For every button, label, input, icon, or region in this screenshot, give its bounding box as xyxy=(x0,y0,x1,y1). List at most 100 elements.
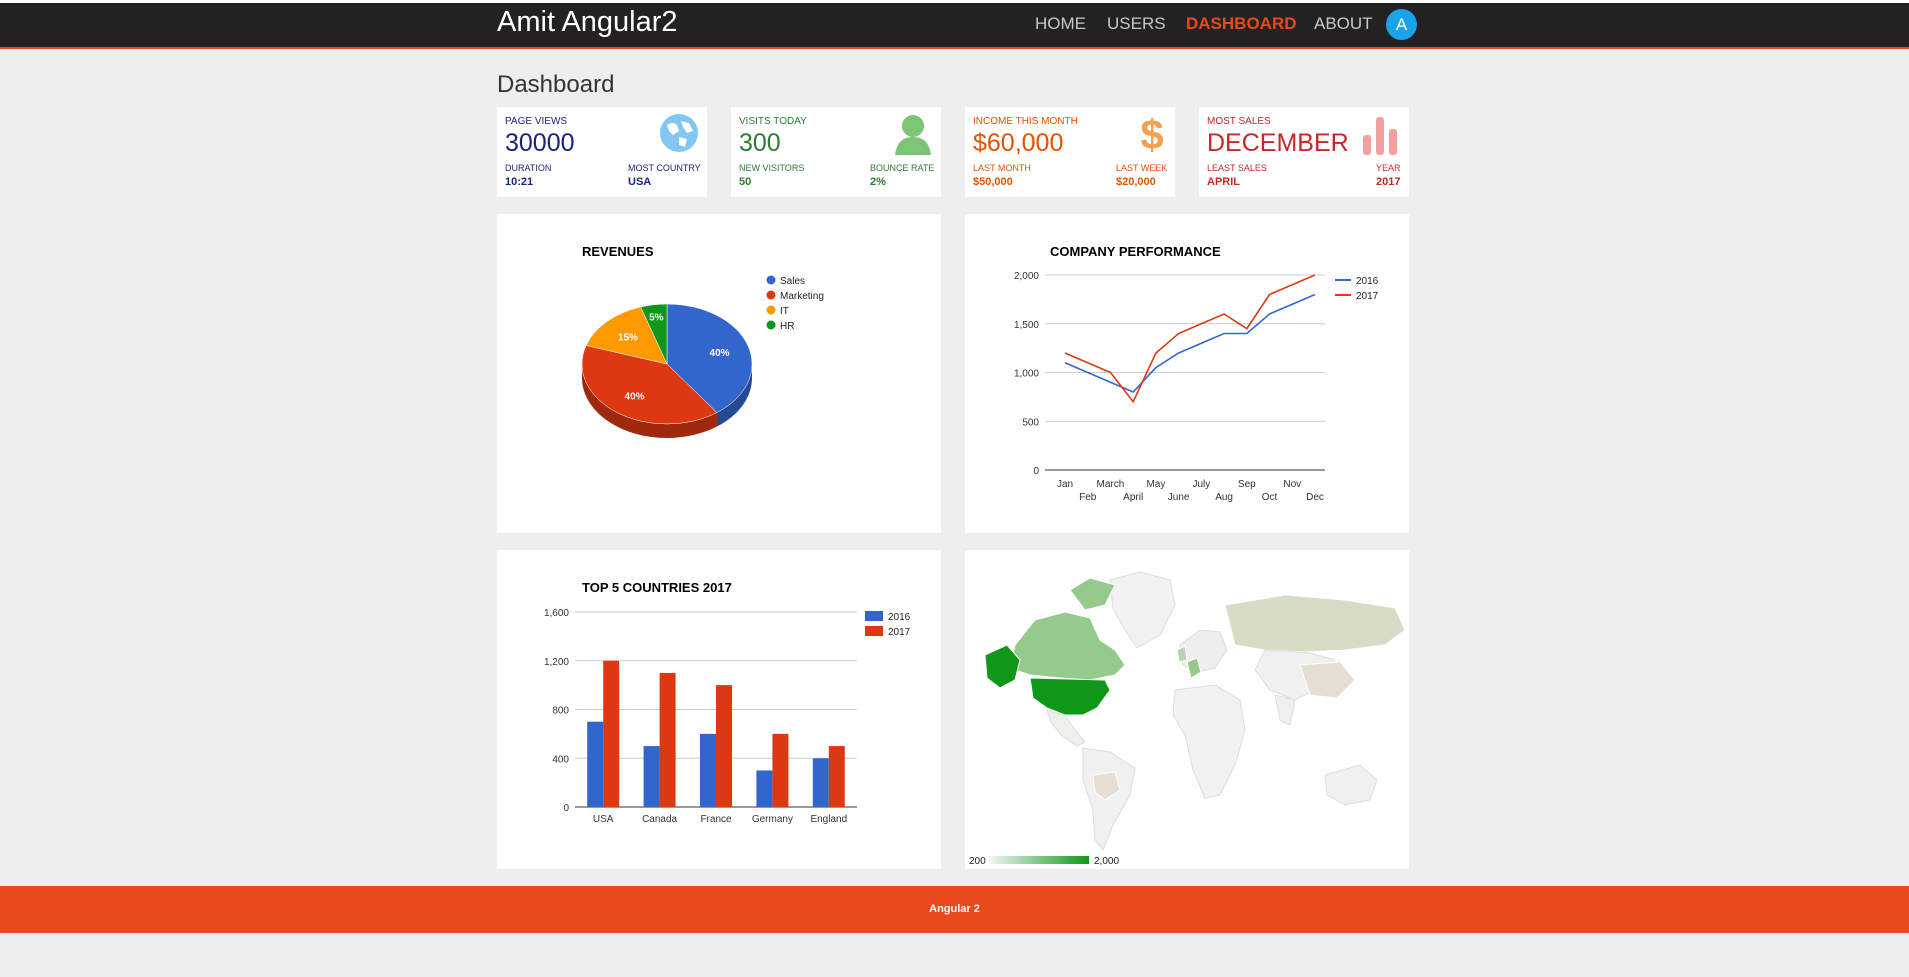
region-china[interactable] xyxy=(1299,661,1356,699)
region-russia[interactable] xyxy=(1224,594,1406,653)
x-tick-label: Germany xyxy=(752,814,793,825)
card-right-value: 2017 xyxy=(1376,176,1401,188)
card-value: 300 xyxy=(739,129,781,157)
pie-slice-hr xyxy=(640,303,668,365)
performance-chart: COMPANY PERFORMANCE 0 500 1,000 1,500 2,000 J… xyxy=(1014,244,1379,503)
region-uk[interactable] xyxy=(1176,645,1188,663)
region-australia[interactable] xyxy=(1324,764,1378,806)
brand-title[interactable]: Amit Angular2 xyxy=(497,6,678,38)
countries-panel: TOP 5 COUNTRIES 2017 0 400 800 1,200 1,600 US… xyxy=(497,550,941,869)
region-usa[interactable] xyxy=(1029,677,1111,716)
nav-users[interactable]: USERS xyxy=(1107,14,1166,33)
card-value: 30000 xyxy=(505,129,575,157)
pie-side-marketing xyxy=(582,364,717,438)
pie-label: 40% xyxy=(625,392,645,403)
geo-map-panel: 200 2,000 xyxy=(965,550,1409,869)
bar-canada-2017 xyxy=(659,672,676,807)
y-tick-label: 400 xyxy=(552,754,569,765)
region-south-america[interactable] xyxy=(1082,747,1136,851)
card-title: VISITS TODAY xyxy=(739,116,807,127)
card-right-value: USA xyxy=(628,176,652,188)
y-tick-label: 1,500 xyxy=(1014,320,1039,331)
card-visits-today: VISITS TODAY 300 NEW VISITORS 50 BOUNCE … xyxy=(731,107,941,197)
region-africa[interactable] xyxy=(1172,684,1246,799)
y-tick-label: 500 xyxy=(1022,417,1039,428)
map-legend-gradient xyxy=(989,856,1089,864)
card-left-label: LEAST SALES xyxy=(1207,163,1267,173)
x-tick-label: England xyxy=(810,814,847,825)
card-right-value: $20,000 xyxy=(1116,176,1156,188)
legend-marker xyxy=(766,290,776,300)
x-tick-label: Aug xyxy=(1215,492,1233,503)
legend-label: Sales xyxy=(780,276,805,287)
bar-france-2016 xyxy=(700,733,716,807)
region-greenland[interactable] xyxy=(1109,571,1176,649)
x-tick-label: Canada xyxy=(642,814,677,825)
legend-label: 2016 xyxy=(888,612,911,623)
region-alaska[interactable] xyxy=(984,644,1021,689)
card-left-value: APRIL xyxy=(1207,176,1240,188)
y-tick-label: 1,600 xyxy=(544,608,569,619)
legend-label: HR xyxy=(780,321,794,332)
card-income: INCOME THIS MONTH $60,000 LAST MONTH $50… xyxy=(965,107,1175,197)
world-map[interactable]: 200 2,000 xyxy=(965,550,1409,869)
navbar: Amit Angular2 HOME USERS DASHBOARD ABOUT… xyxy=(0,3,1909,49)
performance-panel: COMPANY PERFORMANCE 0 500 1,000 1,500 2,000 J… xyxy=(965,214,1409,533)
card-page-views: PAGE VIEWS 30000 DURATION 10:21 MOST COU… xyxy=(497,107,707,197)
bar-usa-2016 xyxy=(587,721,604,807)
legend-label: 2016 xyxy=(1356,276,1379,287)
nav-dashboard[interactable]: DASHBOARD xyxy=(1186,14,1297,33)
region-canada-north[interactable] xyxy=(1069,577,1116,611)
y-tick-label: 0 xyxy=(563,803,569,814)
x-tick-label: April xyxy=(1123,492,1143,503)
pie-slice-marketing xyxy=(581,345,718,425)
dollar-icon: $ xyxy=(1140,113,1163,155)
y-tick-label: 800 xyxy=(552,706,569,717)
nav-about[interactable]: ABOUT xyxy=(1314,14,1373,33)
y-tick-label: 1,200 xyxy=(544,657,569,668)
x-tick-label: Oct xyxy=(1262,492,1278,503)
legend-marker xyxy=(766,305,776,315)
legend-marker xyxy=(766,275,776,285)
card-left-value: 10:21 xyxy=(505,176,534,188)
chart-title: TOP 5 COUNTRIES 2017 xyxy=(582,580,732,595)
y-tick-label: 1,000 xyxy=(1014,369,1039,380)
pie-side-sales xyxy=(716,364,752,427)
region-canada[interactable] xyxy=(1009,611,1126,681)
region-brazil[interactable] xyxy=(1092,771,1121,801)
region-france[interactable] xyxy=(1186,657,1202,679)
footer: Angular 2 xyxy=(0,886,1909,933)
card-left-label: NEW VISITORS xyxy=(739,163,805,173)
legend-label: Marketing xyxy=(780,291,824,302)
bar-canada-2016 xyxy=(643,746,660,807)
x-tick-label: Feb xyxy=(1079,492,1097,503)
bar-usa-2017 xyxy=(603,660,620,807)
x-tick-label: Dec xyxy=(1306,492,1324,503)
series-line-2016 xyxy=(1064,293,1316,393)
user-icon xyxy=(895,115,931,155)
region-india[interactable] xyxy=(1274,694,1296,726)
x-tick-label: July xyxy=(1192,479,1210,490)
region-europe[interactable] xyxy=(1179,629,1228,673)
x-tick-label: USA xyxy=(593,814,614,825)
bar-england-2017 xyxy=(828,746,845,807)
y-tick-label: 2,000 xyxy=(1014,271,1039,282)
pie-label: 40% xyxy=(710,348,730,359)
pie-slice-it xyxy=(585,306,668,365)
globe-icon xyxy=(660,114,698,152)
card-left-label: LAST MONTH xyxy=(973,163,1031,173)
revenues-panel: REVENUES 40% 40% 15% 5% Sales Marketing IT HR xyxy=(497,214,941,533)
pie-label: 5% xyxy=(649,313,664,324)
nav-home[interactable]: HOME xyxy=(1035,14,1086,33)
bar-england-2016 xyxy=(812,758,829,807)
x-tick-label: France xyxy=(700,814,732,825)
legend-marker xyxy=(865,611,883,621)
region-mexico[interactable] xyxy=(1046,709,1086,747)
x-tick-label: May xyxy=(1146,479,1165,490)
bar-germany-2017 xyxy=(772,733,789,807)
avatar[interactable]: A xyxy=(1386,9,1417,40)
card-left-value: 50 xyxy=(739,176,752,188)
card-title: MOST SALES xyxy=(1207,116,1271,127)
card-left-value: $50,000 xyxy=(973,176,1013,188)
legend-marker xyxy=(865,626,883,636)
